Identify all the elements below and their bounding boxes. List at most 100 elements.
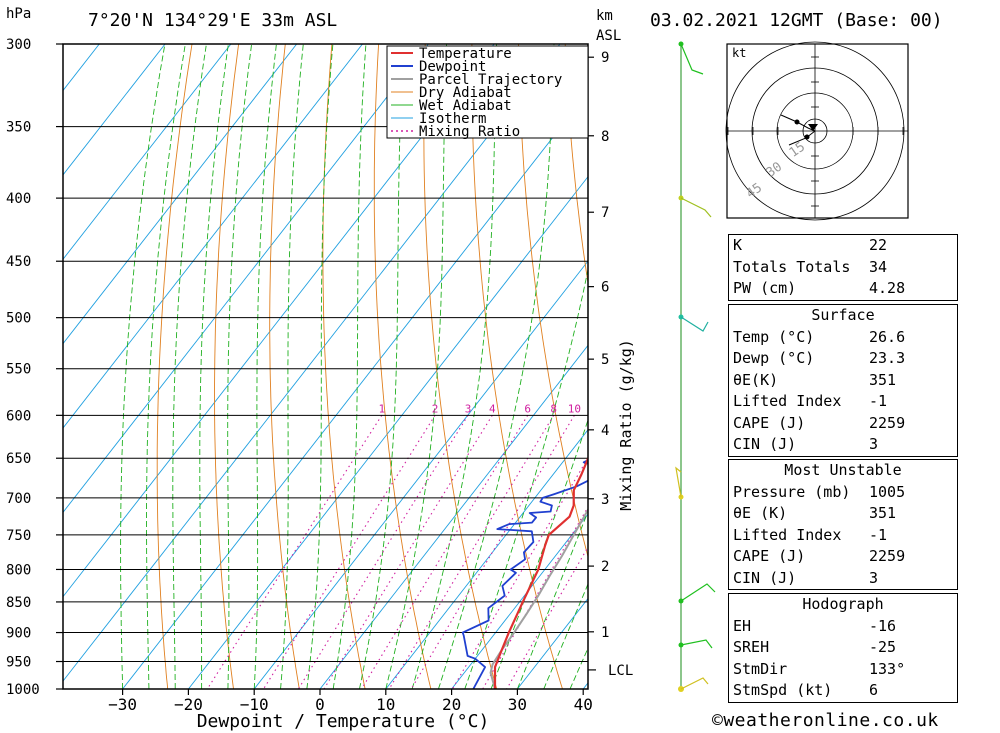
index-label: Lifted Index xyxy=(733,525,842,544)
plot-frame xyxy=(62,43,589,690)
parcel-trajectory-line xyxy=(489,507,588,689)
index-label: PW (cm) xyxy=(733,279,797,297)
isotherm-line xyxy=(63,44,166,176)
index-row: Lifted Index -1 xyxy=(729,391,957,413)
index-row: CIN (J) 3 xyxy=(729,434,957,456)
index-row: CAPE (J) 2259 xyxy=(729,546,957,568)
dewpoint-line xyxy=(461,459,588,689)
pressure-tick-label: 850 xyxy=(6,595,31,611)
index-value: 2259 xyxy=(869,547,906,565)
pressure-tick-label: 650 xyxy=(6,451,31,467)
wet-adiabat-line xyxy=(543,582,588,689)
profile-lines xyxy=(461,456,588,689)
height-tick-label: 7 xyxy=(601,205,609,221)
wet-adiabat-line xyxy=(437,44,555,689)
index-label: CAPE (J) xyxy=(733,547,806,565)
height-tick-label: 5 xyxy=(601,352,609,368)
wind-barb-500 xyxy=(680,316,709,332)
section-heading: Hodograph xyxy=(802,595,884,613)
temperature-tick-label: 30 xyxy=(508,695,527,714)
index-value: 133° xyxy=(869,659,906,678)
index-value: 6 xyxy=(869,681,879,699)
index-row: Pressure (mb) 1005 xyxy=(729,482,957,504)
height-unit-sub: ASL xyxy=(596,28,622,44)
wind-barb-400 xyxy=(680,197,712,218)
dry-adiabat-line xyxy=(564,44,588,286)
legend-mixing-ratio: Mixing Ratio xyxy=(419,124,520,140)
wind-barb-700 xyxy=(675,466,682,498)
pressure-tick-label: 800 xyxy=(6,562,31,578)
index-row-pw: PW (cm) 4.28 xyxy=(729,278,957,300)
index-label: EH xyxy=(733,616,752,635)
pressure-tick-label: 500 xyxy=(6,311,31,327)
height-tick-label: 9 xyxy=(601,50,609,66)
index-label: CIN (J) xyxy=(733,568,797,587)
mixing-ratio-line xyxy=(263,415,436,689)
index-label: θE(K) xyxy=(733,370,779,389)
datetime-title: 03.02.2021 12GMT (Base: 00) xyxy=(650,10,943,31)
section-heading: Surface xyxy=(811,306,875,324)
indices-most-unstable: Most Unstable Pressure (mb) 1005 θE (K) 35… xyxy=(728,459,958,590)
mixing-ratio-label: 4 xyxy=(489,402,496,415)
wet-adiabat-line xyxy=(227,44,253,689)
index-row: θE (K) 351 xyxy=(729,503,957,525)
legend-parcel: Parcel Trajectory xyxy=(419,72,562,88)
indices-hodograph: Hodograph EH -16 SREH -25 StmDir 133° StmSp… xyxy=(728,593,958,703)
index-row: CAPE (J) 2259 xyxy=(729,413,957,435)
isotherm-line xyxy=(63,44,232,260)
temperature-tick-label: 10 xyxy=(376,695,395,714)
index-value: -16 xyxy=(869,616,897,635)
wet-adiabat-line xyxy=(359,44,404,689)
index-label: SREH xyxy=(733,638,770,656)
wet-adiabat-line xyxy=(464,267,588,689)
index-row: StmDir 133° xyxy=(729,659,957,681)
height-tick-label: 3 xyxy=(601,492,609,508)
location-title: 7°20'N 134°29'E 33m ASL xyxy=(88,10,338,31)
index-value: -1 xyxy=(869,525,888,544)
dry-adiabat-line xyxy=(269,44,300,689)
temperature-tick-label: 20 xyxy=(442,695,461,714)
pressure-tick-label: 400 xyxy=(6,191,31,207)
legend-wet-adiabat: Wet Adiabat xyxy=(419,98,512,114)
index-row: EH -16 xyxy=(729,616,957,638)
mixing-ratio-label: 2 xyxy=(432,402,439,415)
height-unit: km xyxy=(596,8,613,24)
height-tick-label: 1 xyxy=(601,625,609,641)
index-row: Lifted Index -1 xyxy=(729,525,957,547)
index-row: Temp (°C) 26.6 xyxy=(729,327,957,349)
dry-adiabat-line xyxy=(373,44,432,689)
height-unit-label: km ASL xyxy=(596,6,621,46)
mixing-ratio-label: 1 xyxy=(378,402,385,415)
index-row: Dewp (°C) 23.3 xyxy=(729,348,957,370)
x-axis-label: Dewpoint / Temperature (°C) xyxy=(197,711,490,732)
wet-adiabat-line xyxy=(199,44,229,689)
mixing-ratio-line xyxy=(451,456,588,689)
index-value: 1005 xyxy=(869,482,906,501)
index-value: 22 xyxy=(869,236,888,254)
mixing-ratio-label: 20 xyxy=(635,402,648,415)
index-label: Pressure (mb) xyxy=(733,482,851,501)
wet-adiabat-line xyxy=(172,44,207,689)
index-value: 351 xyxy=(869,370,897,389)
index-value: 23.3 xyxy=(869,349,906,367)
isotherm-line xyxy=(253,260,588,689)
mixing-ratio-line xyxy=(297,415,469,689)
pressure-tick-label: 700 xyxy=(6,491,31,507)
index-value: 3 xyxy=(869,568,879,587)
dry-adiabat-line xyxy=(471,44,563,689)
height-tick-label: 4 xyxy=(601,423,609,439)
wind-barb-850 xyxy=(680,583,716,602)
pressure-tick-label: 1000 xyxy=(6,682,40,698)
footer-credit[interactable]: ©weatheronline.co.uk xyxy=(712,710,939,731)
wet-adiabat-line xyxy=(306,44,334,689)
temperature-tick-label: 40 xyxy=(574,695,593,714)
pressure-tick-label: 300 xyxy=(6,37,31,53)
hodograph-trace xyxy=(780,114,816,132)
pressure-tick-label: 950 xyxy=(6,655,31,671)
mixing-ratio-label: 8 xyxy=(550,402,557,415)
pressure-grid xyxy=(63,43,588,690)
indices-surface: Surface Temp (°C) 26.6 Dewp (°C) 23.3 θE(K… xyxy=(728,304,958,457)
mixing-ratio-line xyxy=(410,415,575,689)
pressure-tick-label: 550 xyxy=(6,362,31,378)
dry-adiabat-line xyxy=(985,44,1000,689)
